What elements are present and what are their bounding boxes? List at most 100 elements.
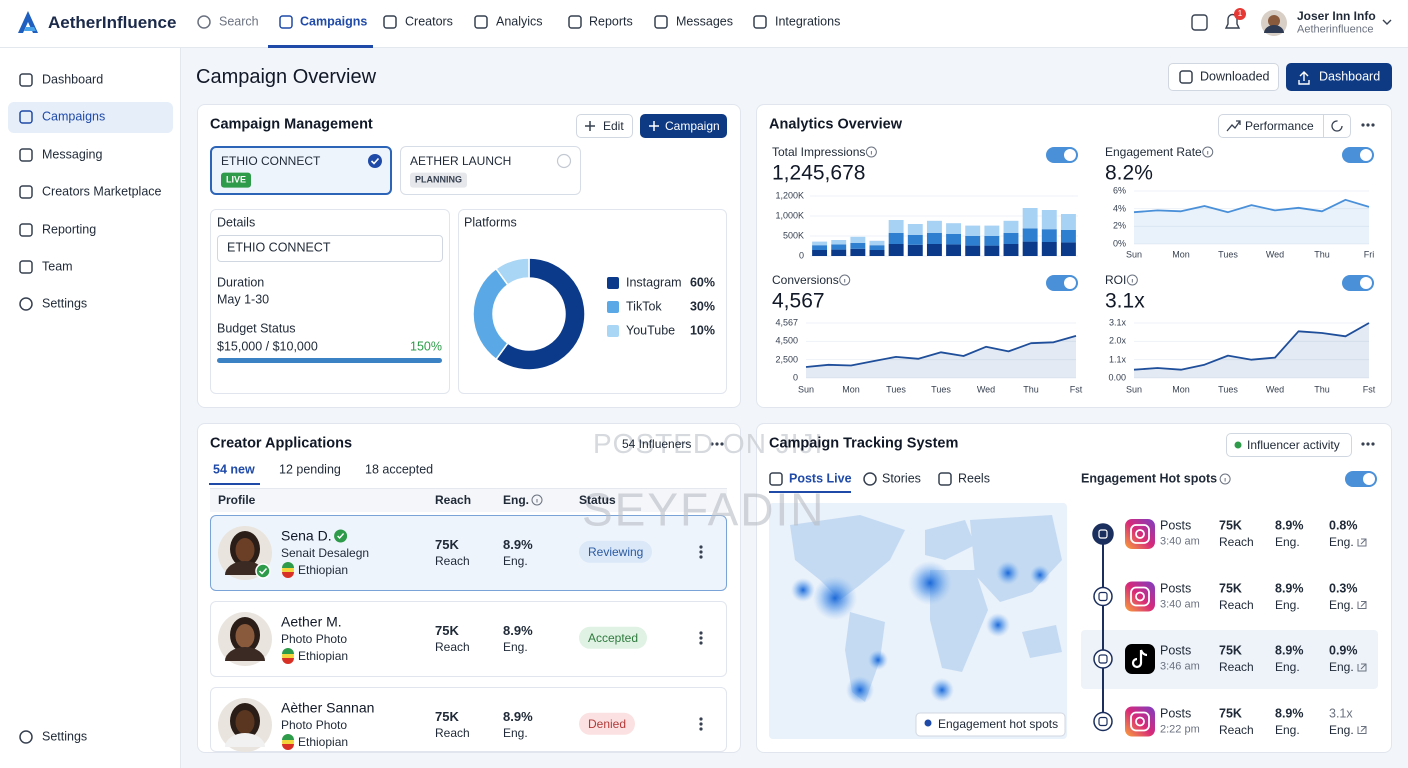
y-tick-label: 6% bbox=[1112, 185, 1126, 196]
reach-label: Reach bbox=[435, 639, 470, 654]
reach-label: Reach bbox=[435, 725, 470, 740]
y-tick-label: 0.00 bbox=[1108, 372, 1126, 383]
x-tick-label: Thu bbox=[1314, 249, 1330, 260]
sidebar-item[interactable]: Team bbox=[42, 259, 73, 274]
engagement-value: 8.9% bbox=[503, 537, 533, 553]
tab[interactable]: 18 accepted bbox=[365, 462, 434, 477]
section-label: Details bbox=[217, 215, 256, 230]
creator-name: Aèther Sannan bbox=[281, 699, 375, 716]
sidebar-item[interactable]: Settings bbox=[42, 296, 88, 311]
search[interactable]: Search bbox=[219, 14, 259, 29]
y-tick-label: 0 bbox=[798, 250, 804, 261]
metric-value: 4,567 bbox=[772, 289, 825, 313]
y-tick-label: 1.1x bbox=[1108, 354, 1126, 365]
legend-value: 60% bbox=[689, 275, 715, 290]
post-reach-label: Reach bbox=[1219, 534, 1254, 549]
notification-count: 1 bbox=[1237, 9, 1243, 19]
y-tick-label: 0% bbox=[1112, 238, 1126, 249]
watermark: POSTED ON JIJI bbox=[593, 428, 824, 460]
sidebar-item[interactable]: Creators Marketplace bbox=[42, 184, 162, 199]
sidebar bbox=[0, 48, 181, 768]
post-engagement-label: Eng. bbox=[1275, 659, 1300, 674]
metric-value: 8.2% bbox=[1105, 161, 1153, 185]
nav-item[interactable]: Creators bbox=[405, 14, 453, 29]
post-type: Posts bbox=[1160, 518, 1192, 533]
post-time: 3:40 am bbox=[1160, 535, 1200, 548]
sidebar-item[interactable]: Dashboard bbox=[42, 72, 104, 87]
post-rate-label: Eng. bbox=[1329, 722, 1354, 737]
post-engagement: 8.9% bbox=[1275, 581, 1304, 595]
y-tick-label: 1,000K bbox=[775, 210, 804, 221]
status-pill[interactable]: Reviewing bbox=[579, 540, 653, 564]
reach-value: 75K bbox=[435, 623, 459, 639]
field-value: $15,000 / $10,000 bbox=[217, 339, 318, 354]
tab[interactable]: Stories bbox=[882, 471, 921, 486]
legend-label: YouTube bbox=[626, 323, 676, 338]
tab[interactable]: Posts Live bbox=[789, 471, 852, 486]
sidebar-item[interactable]: Messaging bbox=[42, 147, 103, 162]
post-time: 3:40 am bbox=[1160, 597, 1200, 610]
post-reach: 75K bbox=[1219, 518, 1242, 533]
creator-country: Ethiopian bbox=[298, 562, 349, 577]
x-tick-label: Tues bbox=[931, 384, 951, 395]
details-card bbox=[210, 209, 450, 394]
creator-name: Sena D. bbox=[281, 527, 332, 544]
activity-badge bbox=[1226, 433, 1352, 457]
post-rate-label: Eng. bbox=[1329, 597, 1354, 612]
post-engagement: 8.9% bbox=[1275, 518, 1304, 533]
column-header: Eng. bbox=[503, 492, 529, 507]
x-tick-label: Fst bbox=[1069, 384, 1083, 395]
nav-item[interactable]: Messages bbox=[676, 14, 733, 29]
dashboard-label[interactable]: Dashboard bbox=[1319, 69, 1381, 84]
user-org: Aetherinfluence bbox=[1297, 23, 1374, 36]
section-label: Platforms bbox=[464, 215, 517, 230]
sidebar-item[interactable]: Reporting bbox=[42, 222, 97, 237]
panel-title: Campaign Tracking System bbox=[769, 435, 959, 452]
field-label: Duration bbox=[217, 275, 265, 290]
creator-row[interactable] bbox=[210, 687, 727, 752]
post-engagement: 8.9% bbox=[1275, 706, 1304, 720]
x-tick-label: Tues bbox=[1218, 384, 1238, 395]
refresh-button[interactable] bbox=[1323, 114, 1351, 138]
campaign-card[interactable] bbox=[210, 146, 392, 195]
tab-underline bbox=[769, 491, 851, 493]
field-value: May 1-30 bbox=[217, 292, 270, 307]
post-reach-label: Reach bbox=[1219, 659, 1254, 674]
tab[interactable]: 12 pending bbox=[279, 462, 341, 477]
performance-label[interactable]: Performance bbox=[1245, 118, 1314, 133]
x-tick-label: Sun bbox=[797, 384, 815, 395]
post-reach: 75K bbox=[1219, 706, 1242, 720]
post-engagement: 8.9% bbox=[1275, 643, 1304, 658]
campaign-status: PLANNING bbox=[410, 172, 467, 188]
status-pill[interactable]: Accepted bbox=[579, 626, 648, 650]
campaign-label[interactable]: Campaign bbox=[665, 118, 720, 133]
post-rate-label: Eng. bbox=[1329, 659, 1354, 674]
nav-item[interactable]: Campaigns bbox=[300, 14, 368, 29]
creator-country: Ethiopian bbox=[298, 648, 349, 663]
y-tick-label: 4% bbox=[1112, 203, 1126, 214]
tab[interactable]: 54 new bbox=[213, 462, 255, 477]
input[interactable] bbox=[217, 235, 443, 262]
x-tick-label: Mon bbox=[1172, 384, 1190, 395]
creator-country: Ethiopian bbox=[298, 734, 349, 749]
sidebar-settings[interactable]: Settings bbox=[42, 729, 88, 744]
nav-item[interactable]: Analyics bbox=[496, 14, 543, 29]
engagement-label: Eng. bbox=[503, 553, 528, 568]
post-type: Posts bbox=[1160, 643, 1192, 658]
download-label[interactable]: Downloaded bbox=[1200, 69, 1270, 84]
nav-item[interactable]: Reports bbox=[589, 14, 633, 29]
metric-value: 1,245,678 bbox=[772, 161, 866, 185]
campaign-name: AETHER LAUNCH bbox=[410, 153, 512, 168]
panel-title: Creator Applications bbox=[210, 435, 353, 452]
campaign-status: LIVE bbox=[221, 172, 252, 188]
y-tick-label: 1,200K bbox=[775, 190, 804, 201]
edit-label[interactable]: Edit bbox=[603, 118, 624, 133]
sidebar-item[interactable]: Campaigns bbox=[42, 109, 106, 124]
post-reach-label: Reach bbox=[1219, 597, 1254, 612]
reach-value: 75K bbox=[435, 537, 459, 553]
tab[interactable]: Reels bbox=[958, 471, 990, 486]
top-bar bbox=[0, 0, 1408, 48]
status-pill[interactable]: Denied bbox=[579, 712, 636, 736]
creator-subtitle: Photo Photo bbox=[281, 717, 348, 732]
nav-item[interactable]: Integrations bbox=[775, 14, 841, 29]
